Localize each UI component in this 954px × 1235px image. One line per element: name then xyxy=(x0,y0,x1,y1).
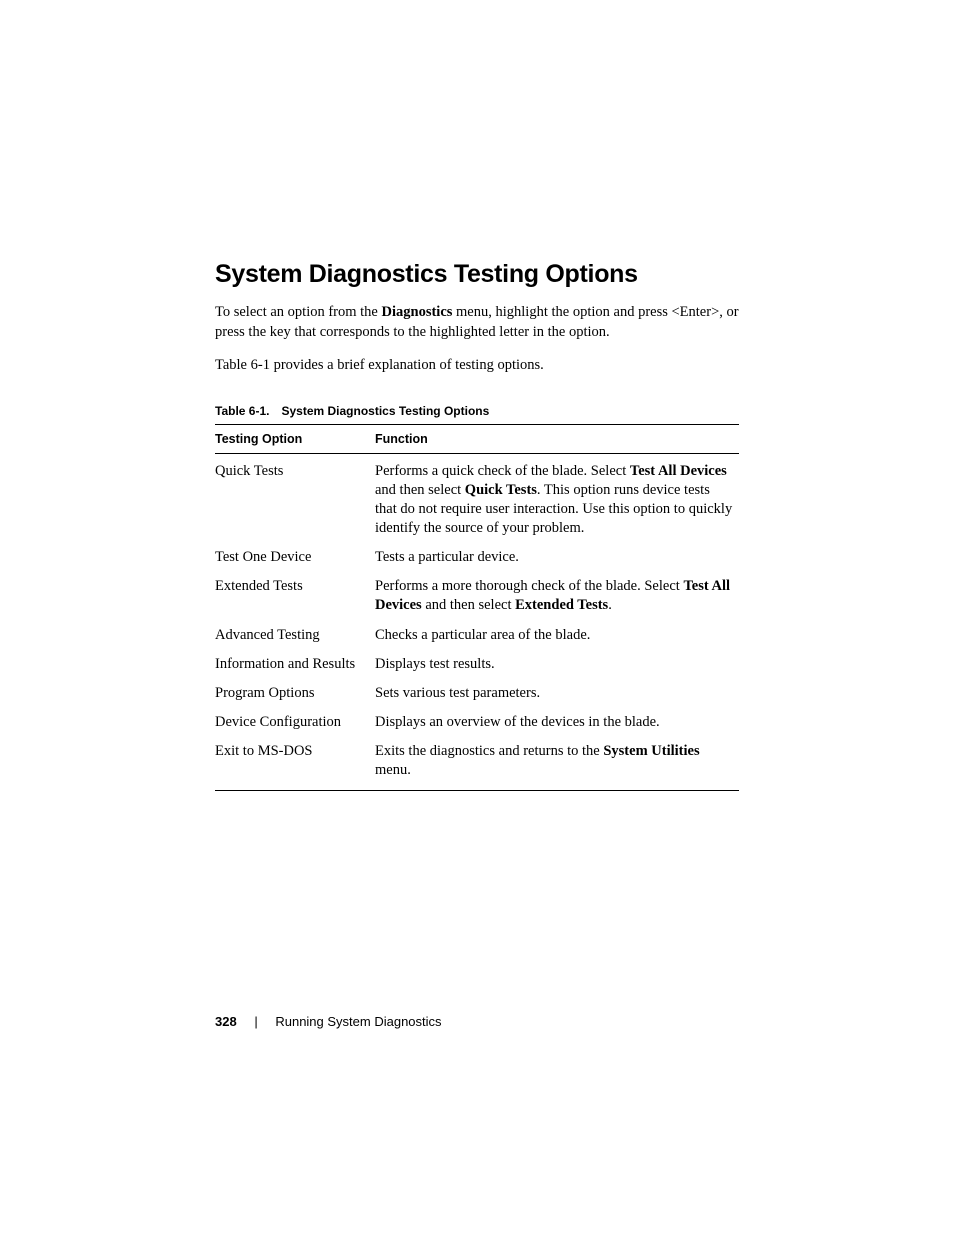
function-text: Displays an overview of the devices in t… xyxy=(375,714,660,730)
table-cell-option: Extended Tests xyxy=(215,572,375,620)
function-text-bold: Quick Tests xyxy=(465,482,537,498)
table-cell-function: Sets various test parameters. xyxy=(375,679,739,708)
function-text: menu. xyxy=(375,762,411,778)
table-caption: Table 6-1. System Diagnostics Testing Opt… xyxy=(215,404,739,418)
table-cell-function: Displays an overview of the devices in t… xyxy=(375,708,739,737)
table-header-function: Function xyxy=(375,424,739,453)
intro-paragraph-1: To select an option from the Diagnostics… xyxy=(215,303,739,342)
function-text: Performs a quick check of the blade. Sel… xyxy=(375,463,630,479)
table-cell-option: Device Configuration xyxy=(215,708,375,737)
function-text: Tests a particular device. xyxy=(375,549,519,565)
table-cell-option: Information and Results xyxy=(215,650,375,679)
intro-bold-diagnostics: Diagnostics xyxy=(382,304,453,320)
intro-text-1a: To select an option from the xyxy=(215,304,382,320)
page-number: 328 xyxy=(215,1014,237,1029)
options-table: Testing Option Function Quick TestsPerfo… xyxy=(215,424,739,792)
document-page: System Diagnostics Testing Options To se… xyxy=(0,0,954,791)
footer-section: Running System Diagnostics xyxy=(275,1014,441,1029)
function-text: Displays test results. xyxy=(375,656,495,672)
table-cell-option: Program Options xyxy=(215,679,375,708)
table-row: Information and ResultsDisplays test res… xyxy=(215,650,739,679)
table-row: Program OptionsSets various test paramet… xyxy=(215,679,739,708)
table-cell-function: Tests a particular device. xyxy=(375,543,739,572)
table-cell-option: Exit to MS-DOS xyxy=(215,737,375,791)
page-footer: 328 | Running System Diagnostics xyxy=(215,1014,442,1029)
table-cell-option: Test One Device xyxy=(215,543,375,572)
table-header-option: Testing Option xyxy=(215,424,375,453)
table-cell-option: Advanced Testing xyxy=(215,621,375,650)
table-row: Extended TestsPerforms a more thorough c… xyxy=(215,572,739,620)
function-text: Exits the diagnostics and returns to the xyxy=(375,743,603,759)
table-row: Advanced TestingChecks a particular area… xyxy=(215,621,739,650)
table-cell-option: Quick Tests xyxy=(215,453,375,543)
table-cell-function: Displays test results. xyxy=(375,650,739,679)
table-caption-label: Table 6-1. xyxy=(215,404,269,418)
table-row: Quick TestsPerforms a quick check of the… xyxy=(215,453,739,543)
table-caption-title: System Diagnostics Testing Options xyxy=(281,404,489,418)
function-text: and then select xyxy=(422,597,515,613)
function-text: and then select xyxy=(375,482,465,498)
table-cell-function: Performs a more thorough check of the bl… xyxy=(375,572,739,620)
function-text: . xyxy=(608,597,612,613)
table-cell-function: Performs a quick check of the blade. Sel… xyxy=(375,453,739,543)
table-body: Quick TestsPerforms a quick check of the… xyxy=(215,453,739,791)
table-cell-function: Exits the diagnostics and returns to the… xyxy=(375,737,739,791)
function-text-bold: Extended Tests xyxy=(515,597,608,613)
table-row: Device ConfigurationDisplays an overview… xyxy=(215,708,739,737)
table-header-row: Testing Option Function xyxy=(215,424,739,453)
table-cell-function: Checks a particular area of the blade. xyxy=(375,621,739,650)
function-text: Sets various test parameters. xyxy=(375,685,540,701)
table-row: Test One DeviceTests a particular device… xyxy=(215,543,739,572)
intro-paragraph-2: Table 6-1 provides a brief explanation o… xyxy=(215,356,739,376)
function-text-bold: System Utilities xyxy=(603,743,699,759)
function-text: Checks a particular area of the blade. xyxy=(375,627,590,643)
footer-separator: | xyxy=(254,1014,257,1029)
page-heading: System Diagnostics Testing Options xyxy=(215,260,739,289)
function-text-bold: Test All Devices xyxy=(630,463,727,479)
function-text: Performs a more thorough check of the bl… xyxy=(375,578,683,594)
table-row: Exit to MS-DOSExits the diagnostics and … xyxy=(215,737,739,791)
